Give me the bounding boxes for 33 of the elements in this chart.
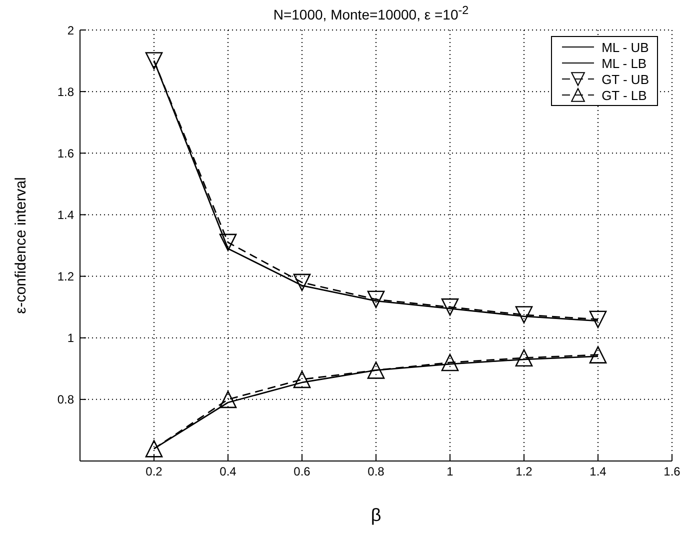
y-tick-label: 1.8	[57, 84, 74, 99]
point	[367, 290, 385, 308]
x-tick-label: 1.4	[590, 464, 607, 479]
point	[293, 274, 311, 292]
point	[515, 306, 533, 324]
point	[441, 298, 459, 316]
y-tick-label: 1.4	[57, 208, 74, 222]
point	[219, 234, 237, 252]
x-tick-label: 1.6	[664, 464, 681, 479]
legend-label: GT - UB	[602, 72, 649, 86]
x-tick-label: 0.8	[368, 464, 385, 479]
legend-label: ML - UB	[602, 40, 649, 54]
x-tick-label: 0.4	[220, 464, 237, 479]
x-tick-label: 0.2	[146, 464, 163, 479]
legend-label: GT - LB	[602, 88, 647, 102]
y-tick-label: 1.6	[57, 146, 74, 160]
point	[293, 370, 311, 388]
y-tick-label: 1	[67, 331, 74, 346]
point	[589, 346, 607, 364]
y-tick-label: 0.8	[57, 392, 74, 407]
x-tick-label: 1.2	[516, 464, 533, 479]
legend-label: ML - LB	[602, 56, 647, 70]
point	[441, 354, 459, 372]
x-tick-label: 0.6	[294, 464, 311, 479]
chart-title: N=1000, Monte=10000, ε =10$^{-2}$	[272, 4, 470, 23]
y-tick-label: 1.2	[57, 270, 74, 284]
point	[219, 390, 237, 408]
x-tick-label: 1	[446, 464, 454, 479]
y-tick-label: 2	[67, 23, 74, 38]
x-axis-title: β	[370, 505, 382, 525]
point	[589, 310, 607, 328]
point	[515, 349, 533, 367]
y-axis-title: ε-confidence interval	[12, 177, 30, 314]
